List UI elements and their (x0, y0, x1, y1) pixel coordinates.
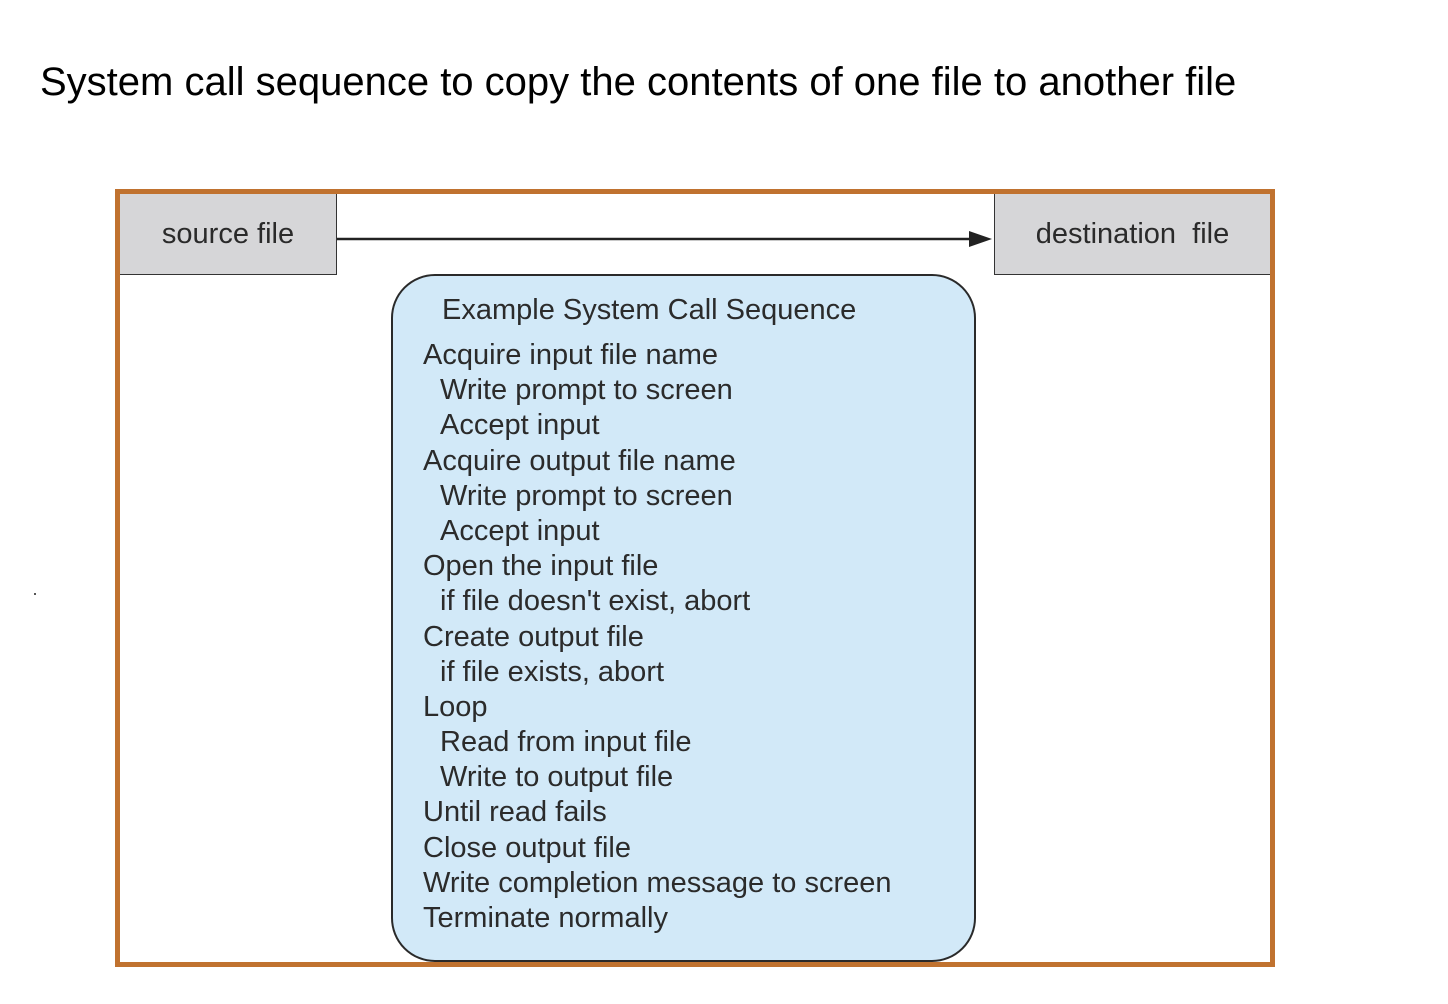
system-call-sequence-box (391, 274, 976, 962)
copy-arrow (337, 231, 992, 247)
sequence-step: Loop (423, 690, 488, 723)
sequence-step: Open the input file (423, 550, 659, 583)
sequence-step: Terminate normally (423, 902, 668, 934)
sequence-substep: Read from input file (440, 726, 692, 759)
sequence-substep: Accept input (440, 514, 600, 547)
destination-file-box: destination file (994, 194, 1270, 275)
source-file-box: source file (120, 194, 337, 275)
sequence-substep: if file exists, abort (440, 655, 665, 688)
sequence-step: Until read fails (423, 796, 607, 829)
system-call-steps: Acquire input file name Write prompt to s… (423, 338, 892, 936)
sequence-step: Close output file (423, 831, 631, 864)
sequence-step: Acquire output file name (423, 444, 736, 477)
slide-title: System call sequence to copy the content… (40, 60, 1237, 104)
sequence-substep: if file doesn't exist, abort (440, 585, 751, 618)
sequence-substep: Accept input (440, 409, 600, 442)
sequence-substep: Write prompt to screen (440, 479, 733, 512)
sequence-step: Write completion message to screen (423, 866, 892, 899)
sequence-step: Acquire input file name (423, 339, 718, 371)
arrow-head (969, 231, 992, 247)
sequence-heading: Example System Call Sequence (442, 294, 857, 326)
sequence-step: Create output file (423, 620, 644, 653)
stray-mark (34, 593, 36, 595)
sequence-substep: Write prompt to screen (440, 374, 733, 407)
sequence-substep: Write to output file (440, 761, 674, 794)
